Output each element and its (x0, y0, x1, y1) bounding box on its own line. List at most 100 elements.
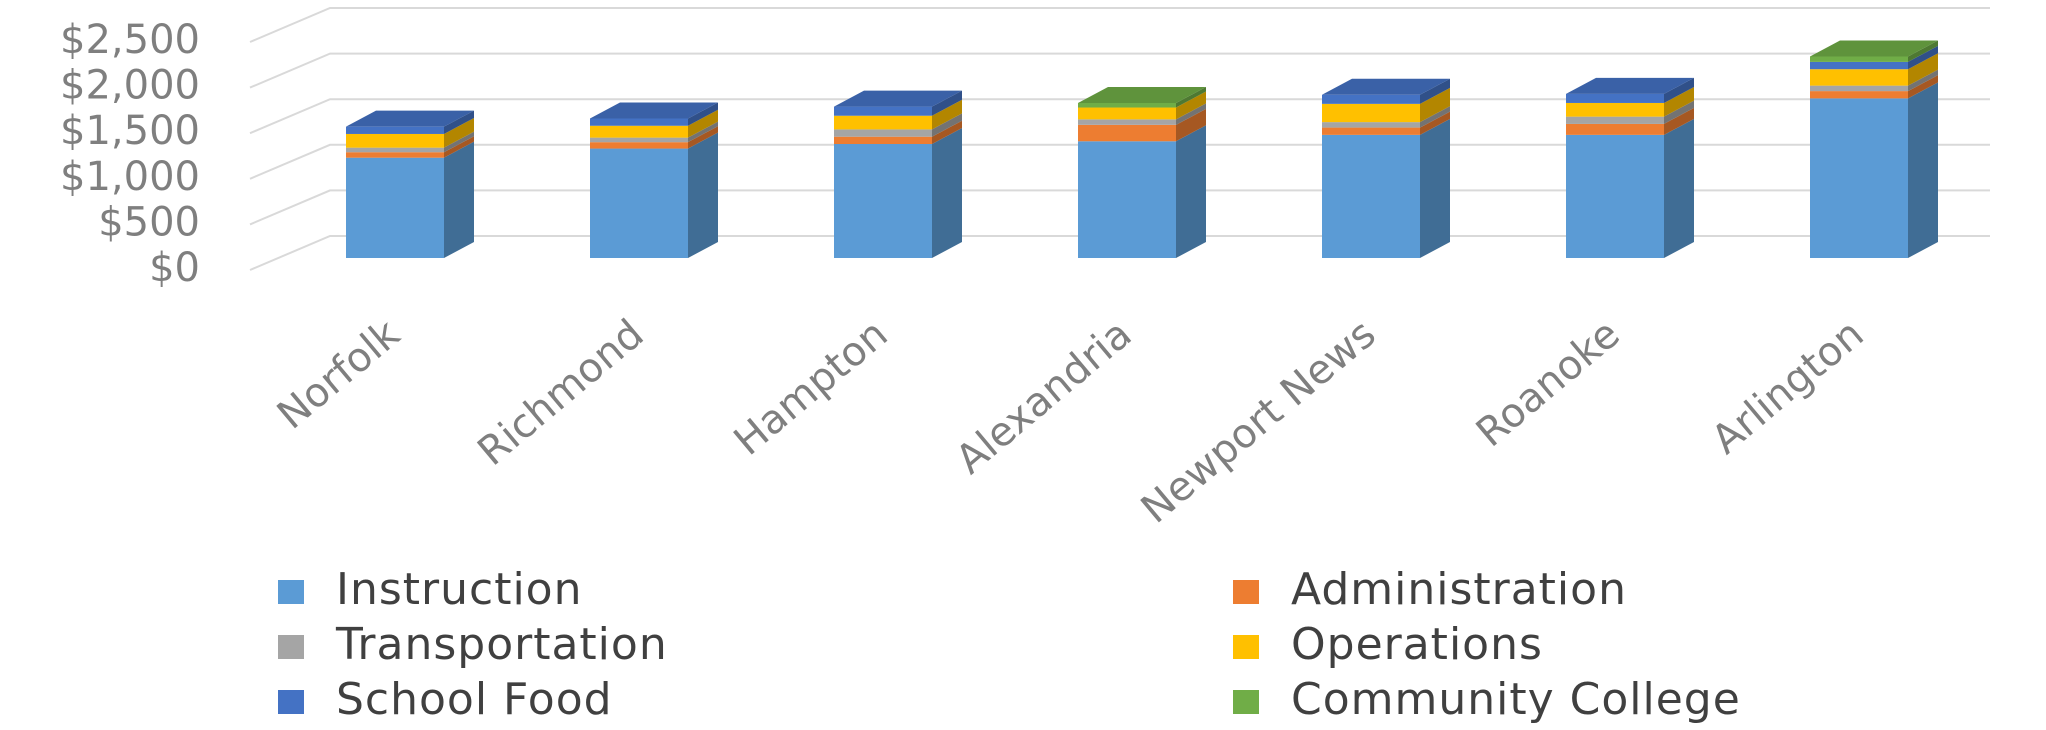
bar-side (1176, 103, 1206, 125)
legend-swatch (1233, 690, 1259, 714)
bar-segment (346, 147, 444, 153)
bar-side (1908, 75, 1938, 99)
bar-segment (590, 125, 688, 138)
bar-side (932, 113, 962, 137)
bar-top (1566, 77, 1694, 94)
x-tick-label: Norfolk (269, 310, 409, 438)
bar-segment (346, 126, 444, 134)
bar-side (688, 109, 718, 138)
bar-side (1908, 69, 1938, 92)
bar-segment (1810, 91, 1908, 99)
bar-side (1176, 125, 1206, 258)
bar-side (1176, 108, 1206, 142)
bar-segment (1810, 69, 1908, 86)
bar-segment (1566, 134, 1664, 258)
y-tick-label: $1,500 (60, 108, 200, 154)
bar-side (688, 102, 718, 126)
bar-side (688, 121, 718, 143)
bar-side (1908, 82, 1938, 259)
bar-side (444, 136, 474, 158)
bar-segment (834, 129, 932, 137)
bar-segment (1566, 102, 1664, 117)
bar-side (932, 128, 962, 258)
legend-swatch (1233, 635, 1259, 659)
grid-line (249, 7, 1990, 43)
y-tick-label: $500 (98, 199, 200, 245)
bar-segment (1078, 141, 1176, 258)
bar-segment (1322, 134, 1420, 258)
bar-segment (1078, 119, 1176, 125)
bar-segment (834, 115, 932, 130)
bar-segment (346, 133, 444, 148)
bar-side (1420, 87, 1450, 123)
bar-side (1664, 86, 1694, 117)
legend-label: Instruction (336, 564, 583, 615)
bar-segment (1322, 122, 1420, 128)
x-tick-label: Hampton (726, 311, 897, 465)
y-tick-label: $2,000 (60, 63, 200, 109)
bar-segment (1566, 123, 1664, 135)
bar-segment (590, 137, 688, 143)
y-tick-label: $1,000 (60, 154, 200, 200)
bar-segment (1566, 93, 1664, 103)
bar-segment (590, 142, 688, 149)
x-tick-label: Roanoke (1468, 311, 1629, 456)
legend-label: Operations (1291, 619, 1543, 670)
bar-side (1176, 91, 1206, 120)
bar-side (1908, 45, 1938, 70)
legend-swatch (1233, 580, 1259, 604)
bar-segment (346, 152, 444, 158)
legend-label: Administration (1291, 564, 1627, 615)
bar-side (688, 132, 718, 258)
bar-segment (1078, 107, 1176, 120)
bar-side (444, 131, 474, 153)
x-tick-label: Alexandria (947, 311, 1140, 483)
bar-top (834, 90, 962, 107)
bar-top (1322, 78, 1450, 95)
legend-swatch (278, 580, 304, 604)
bar-side (444, 141, 474, 258)
y-tick-label: $2,500 (60, 17, 200, 63)
bar-top (590, 102, 718, 119)
bar-side (444, 110, 474, 134)
bar-segment (1078, 102, 1176, 108)
bar-segment (1322, 103, 1420, 123)
legend-label: School Food (336, 674, 613, 725)
bar-side (1664, 107, 1694, 135)
legend-swatch (278, 635, 304, 659)
bar-top (1810, 40, 1938, 57)
bar-segment (834, 136, 932, 144)
bar-side (444, 117, 474, 148)
x-tick-label: Arlington (1703, 311, 1872, 463)
bar-side (1664, 100, 1694, 124)
bar-segment (590, 148, 688, 258)
bar-side (932, 120, 962, 144)
bar-side (1176, 86, 1206, 108)
y-tick-label: $0 (149, 245, 200, 291)
bar-top (1078, 86, 1206, 103)
bar-segment (1566, 116, 1664, 124)
bar-segment (834, 106, 932, 116)
bar-segment (834, 144, 932, 258)
bar-segment (1810, 98, 1908, 259)
bar-side (1908, 53, 1938, 86)
grid-line (249, 52, 1990, 89)
bar-side (1420, 111, 1450, 135)
bar-segment (1322, 94, 1420, 104)
bar-side (932, 99, 962, 130)
bar-segment (346, 157, 444, 258)
bar-top (346, 110, 474, 127)
bar-side (1664, 118, 1694, 258)
bar-segment (1810, 56, 1908, 62)
bar-side (1908, 40, 1938, 62)
legend-swatch (278, 690, 304, 714)
bar-segment (1322, 127, 1420, 135)
bar-segment (1810, 61, 1908, 70)
bar-side (688, 126, 718, 149)
x-tick-label: Newport News (1133, 311, 1385, 533)
bar-side (1420, 106, 1450, 128)
bar-segment (1078, 124, 1176, 142)
legend-label: Community College (1291, 674, 1741, 725)
legend-label: Transportation (335, 619, 668, 670)
